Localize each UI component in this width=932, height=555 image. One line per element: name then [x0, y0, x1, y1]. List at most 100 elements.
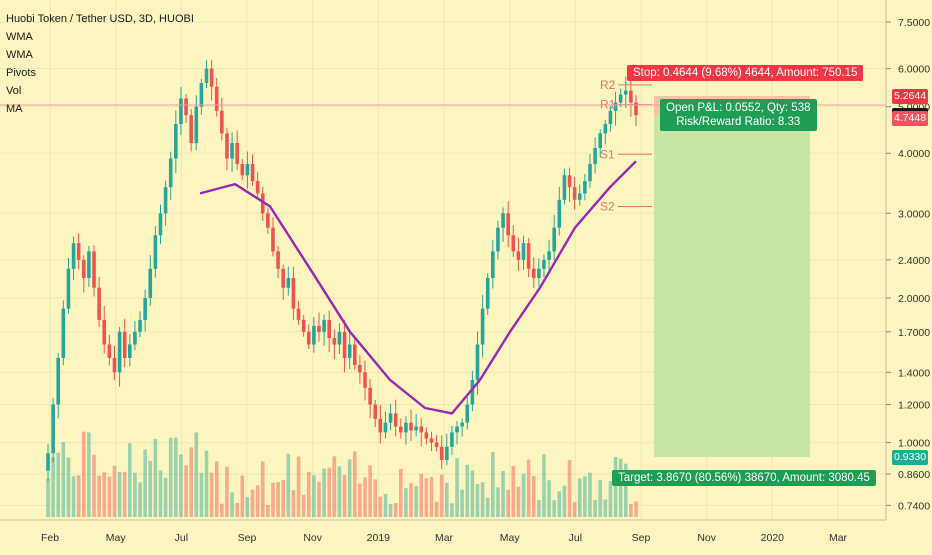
candle-body[interactable]	[92, 251, 96, 288]
candle-body[interactable]	[107, 344, 112, 358]
candle-body[interactable]	[225, 133, 229, 159]
candle-body[interactable]	[455, 426, 459, 433]
candle-body[interactable]	[378, 418, 383, 433]
candle-body[interactable]	[399, 426, 403, 433]
candle-body[interactable]	[603, 124, 608, 134]
candle-body[interactable]	[557, 199, 562, 228]
candle-body[interactable]	[567, 175, 572, 188]
candle-body[interactable]	[266, 213, 270, 228]
indicator-ma[interactable]: MA	[6, 103, 23, 115]
candle-body[interactable]	[434, 442, 439, 447]
candle-body[interactable]	[301, 319, 306, 332]
candle-body[interactable]	[153, 235, 158, 269]
candle-body[interactable]	[87, 251, 91, 279]
candle-body[interactable]	[112, 357, 117, 373]
candle-body[interactable]	[76, 243, 81, 260]
candle-body[interactable]	[465, 404, 470, 423]
candle-body[interactable]	[516, 251, 521, 260]
candle-body[interactable]	[117, 331, 122, 373]
candle-body[interactable]	[174, 124, 178, 159]
candle-body[interactable]	[332, 338, 337, 345]
indicator-wma-1[interactable]: WMA	[6, 31, 33, 43]
candle-body[interactable]	[511, 235, 516, 252]
candle-body[interactable]	[337, 331, 342, 345]
candle-body[interactable]	[204, 68, 209, 84]
candle-body[interactable]	[122, 331, 127, 358]
candle-body[interactable]	[526, 243, 531, 269]
candle-body[interactable]	[414, 426, 418, 431]
candle-body[interactable]	[404, 422, 408, 433]
candle-body[interactable]	[189, 115, 193, 144]
candle-body[interactable]	[521, 243, 526, 260]
candle-body[interactable]	[138, 319, 142, 332]
candle-body[interactable]	[583, 181, 587, 194]
candle-body[interactable]	[475, 344, 480, 380]
candle-body[interactable]	[322, 319, 326, 332]
candle-body[interactable]	[634, 102, 638, 116]
candle-body[interactable]	[623, 90, 628, 95]
candle-body[interactable]	[235, 143, 239, 164]
candle-body[interactable]	[429, 438, 434, 443]
indicator-wma-2[interactable]: WMA	[6, 49, 33, 61]
candle-body[interactable]	[260, 193, 265, 214]
candle-body[interactable]	[450, 432, 454, 447]
candle-body[interactable]	[148, 268, 153, 298]
candle-body[interactable]	[128, 344, 132, 358]
candle-body[interactable]	[194, 106, 199, 144]
candle-body[interactable]	[312, 325, 316, 345]
candle-body[interactable]	[368, 387, 372, 405]
candle-body[interactable]	[230, 143, 234, 159]
candle-body[interactable]	[245, 163, 250, 176]
candle-body[interactable]	[460, 422, 464, 427]
candle-body[interactable]	[562, 175, 567, 200]
candle-body[interactable]	[306, 331, 311, 345]
candle-body[interactable]	[588, 163, 592, 182]
candle-body[interactable]	[363, 372, 367, 388]
candle-body[interactable]	[255, 181, 260, 194]
candle-body[interactable]	[608, 110, 613, 125]
candle-body[interactable]	[547, 251, 551, 260]
candle-body[interactable]	[276, 251, 280, 269]
candle-body[interactable]	[593, 148, 597, 164]
candle-body[interactable]	[572, 187, 577, 200]
candle-body[interactable]	[542, 259, 546, 269]
candle-body[interactable]	[281, 268, 285, 288]
candle-body[interactable]	[409, 422, 413, 431]
candle-body[interactable]	[445, 446, 449, 460]
candle-body[interactable]	[199, 83, 204, 107]
candle-body[interactable]	[485, 278, 490, 309]
candle-body[interactable]	[537, 268, 541, 279]
candle-body[interactable]	[388, 413, 393, 423]
candle-body[interactable]	[163, 187, 168, 214]
candle-body[interactable]	[347, 344, 352, 358]
candle-body[interactable]	[358, 365, 362, 373]
candle-body[interactable]	[629, 90, 633, 103]
candle-body[interactable]	[291, 278, 296, 309]
candle-body[interactable]	[496, 227, 500, 252]
candle-body[interactable]	[61, 308, 66, 358]
candle-body[interactable]	[214, 86, 219, 111]
candle-body[interactable]	[491, 251, 495, 279]
candle-body[interactable]	[439, 446, 444, 460]
candle-body[interactable]	[133, 331, 137, 345]
candle-body[interactable]	[209, 68, 214, 87]
candle-body[interactable]	[250, 163, 255, 182]
candle-body[interactable]	[506, 213, 510, 236]
candle-body[interactable]	[97, 287, 101, 320]
target-badge[interactable]: Target: 3.8670 (80.56%) 38670, Amount: 3…	[612, 470, 876, 486]
candle-body[interactable]	[71, 243, 76, 269]
candle-body[interactable]	[168, 158, 173, 188]
candle-body[interactable]	[296, 308, 301, 320]
candle-body[interactable]	[286, 278, 291, 288]
candle-body[interactable]	[383, 422, 388, 433]
candle-body[interactable]	[143, 297, 147, 320]
candle-body[interactable]	[184, 98, 188, 116]
candle-body[interactable]	[46, 453, 50, 471]
candle-body[interactable]	[618, 94, 623, 103]
candle-body[interactable]	[220, 110, 224, 134]
candle-body[interactable]	[419, 426, 424, 433]
candle-body[interactable]	[271, 227, 275, 252]
symbol-title[interactable]: Huobi Token / Tether USD, 3D, HUOBI	[6, 13, 194, 25]
